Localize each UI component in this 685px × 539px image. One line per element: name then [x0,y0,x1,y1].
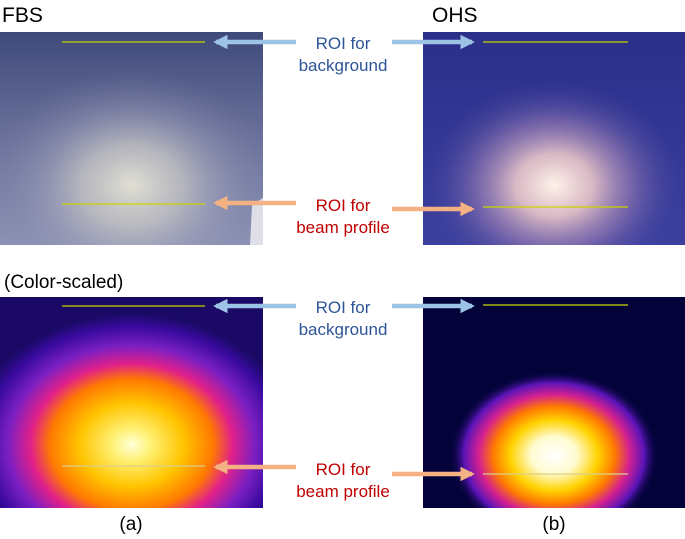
scaled-background-label-line2: background [299,320,388,339]
caption-a: (a) [119,514,142,535]
scaled-beam-label-line1: ROI for [316,460,371,479]
fbs-title: FBS [2,4,43,27]
caption-b: (b) [542,514,565,535]
ohs-color-scaled-image [423,297,685,508]
fbs-color-scaled-image [0,297,263,508]
background-label-line2: background [299,56,388,75]
background-label-line1: ROI for [316,34,371,53]
color-scaled-title: (Color-scaled) [4,272,123,293]
fbs-raw-image [0,32,263,245]
ohs-raw-image [423,32,685,245]
scaled-beam-label-line2: beam profile [296,482,390,501]
beam-label-line2: beam profile [296,218,390,237]
scaled-background-label-line1: ROI for [316,298,371,317]
ohs-title: OHS [432,4,478,27]
beam-label-line1: ROI for [316,196,371,215]
